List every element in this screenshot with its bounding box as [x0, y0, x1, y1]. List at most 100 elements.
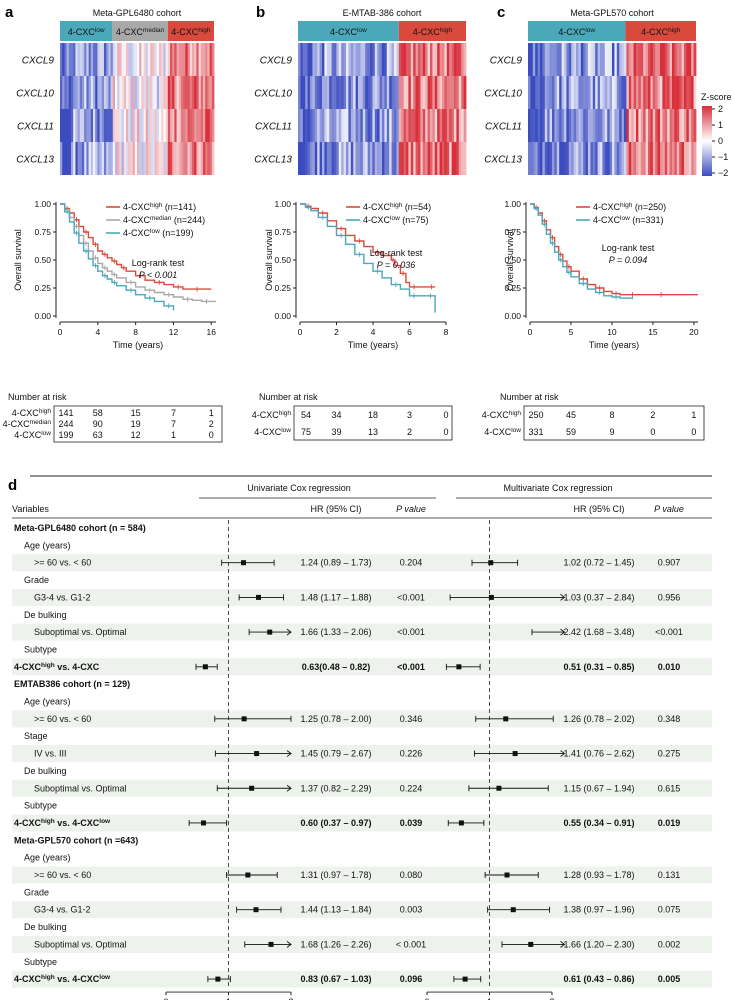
heatmap-cell: [90, 43, 94, 76]
heatmap-cell: [636, 142, 639, 175]
heatmap-cell: [382, 43, 385, 76]
heatmap-cell: [112, 43, 116, 76]
heatmap-cell: [365, 142, 368, 175]
multi-hr-value: 1.03 (0.37 – 2.84): [563, 592, 634, 602]
heatmap-cell: [379, 43, 383, 76]
heatmap-cell: [104, 109, 107, 142]
y-tick-label: 0.25: [34, 283, 51, 293]
heatmap-cell: [336, 43, 340, 76]
km-curve-low: [60, 203, 175, 311]
risk-table: Number at risk 4-CXChigh 54 34 18 3 0 4-CXClow 7…: [252, 392, 453, 441]
multi-hr-value: 0.61 (0.43 – 0.86): [563, 974, 634, 984]
variables-header: Variables: [12, 504, 49, 514]
heatmap-cell: [130, 43, 133, 76]
heatmap-cell: [597, 109, 601, 142]
heatmap-cell: [609, 76, 613, 109]
heatmap-cell: [170, 142, 173, 175]
heatmap-cell: [530, 76, 534, 109]
heatmap-cell: [84, 76, 87, 109]
heatmap-cell: [209, 43, 213, 76]
category-row-label: Subtype: [24, 957, 57, 967]
heatmap-cell: [432, 76, 436, 109]
heatmap-cell: [334, 43, 337, 76]
heatmap-cell: [132, 109, 136, 142]
heatmap-cell: [434, 142, 438, 175]
risk-value: 63: [93, 430, 103, 440]
heatmap-cell: [693, 43, 697, 76]
gene-label-CXCL13: CXCL13: [254, 155, 292, 166]
row-shading: [12, 658, 712, 676]
heatmap-cell: [211, 109, 215, 142]
heatmap-cell: [621, 43, 625, 76]
variable-row-label: G3-4 vs. G1-2: [34, 905, 91, 915]
row-shading: [12, 901, 712, 919]
heatmap-cell: [305, 109, 308, 142]
heatmap-cell: [686, 109, 690, 142]
heatmap-cell: [542, 43, 546, 76]
heatmap-cell: [137, 76, 140, 109]
heatmap-cell: [82, 43, 85, 76]
heatmap-cell: [621, 142, 625, 175]
heatmap-cell: [444, 43, 448, 76]
heatmap-cell: [75, 109, 78, 142]
heatmap-cell: [154, 76, 158, 109]
heatmap-cell: [156, 109, 160, 142]
heatmap-cell: [207, 142, 210, 175]
heatmap-cell: [384, 43, 388, 76]
heatmap-cell: [374, 76, 378, 109]
heatmap-cell: [590, 76, 594, 109]
heatmap-cell: [458, 109, 462, 142]
heatmap-cell: [588, 142, 591, 175]
heatmap-cell: [410, 142, 414, 175]
univariate-title: Univariate Cox regression: [247, 483, 351, 493]
heatmap-cell: [607, 109, 610, 142]
heatmap-cell: [391, 43, 395, 76]
risk-value: 7: [171, 408, 176, 418]
gene-label-CXCL11: CXCL11: [255, 122, 292, 133]
heatmap-cell: [573, 142, 577, 175]
heatmap-cell: [537, 43, 541, 76]
heatmap-cell: [542, 109, 546, 142]
heatmap-cell: [185, 43, 188, 76]
y-tick-label: 1.00: [504, 199, 521, 209]
heatmap-cell: [394, 43, 397, 76]
heatmap-cell: [139, 76, 142, 109]
heatmap-cell: [628, 142, 632, 175]
heatmap-cell: [172, 76, 175, 109]
heatmap-cell: [422, 109, 426, 142]
gene-label-CXCL9: CXCL9: [22, 56, 55, 67]
heatmap-cell: [389, 76, 392, 109]
heatmap-cell: [612, 43, 615, 76]
multivariate-title: Multivariate Cox regression: [503, 483, 612, 493]
heatmap-cell: [326, 142, 330, 175]
legend-label-low: 4-CXClow (n=199): [123, 228, 194, 239]
heatmap-cell: [159, 43, 162, 76]
heatmap-cell: [161, 76, 164, 109]
heatmap-cell: [669, 142, 673, 175]
multi-hr-value: 1.66 (1.20 – 2.30): [563, 939, 634, 949]
multi-p-value: <0.001: [655, 627, 683, 637]
heatmap-cell: [681, 142, 685, 175]
variable-row-label: >= 60 vs. < 60: [34, 870, 91, 880]
heatmap-cell: [643, 142, 646, 175]
heatmap-cell: [97, 142, 100, 175]
heatmap-cell: [84, 142, 87, 175]
heatmap-cell: [561, 142, 565, 175]
heatmap-cell: [652, 142, 656, 175]
multi-p-value: 0.615: [658, 783, 681, 793]
gene-label-CXCL11: CXCL11: [17, 122, 54, 133]
heatmap-cell: [123, 76, 127, 109]
heatmap-cell: [556, 109, 560, 142]
heatmap-cell: [317, 43, 320, 76]
heatmap-cell: [408, 142, 412, 175]
heatmap-cell: [211, 43, 215, 76]
heatmap: [298, 43, 467, 175]
heatmap-cell: [137, 43, 140, 76]
heatmap-cell: [163, 142, 166, 175]
gene-label-CXCL9: CXCL9: [260, 56, 293, 67]
row-shading: [12, 554, 712, 572]
heatmap-cell: [66, 43, 70, 76]
x-tick-label: 6: [407, 327, 412, 337]
heatmap-cell: [312, 43, 316, 76]
